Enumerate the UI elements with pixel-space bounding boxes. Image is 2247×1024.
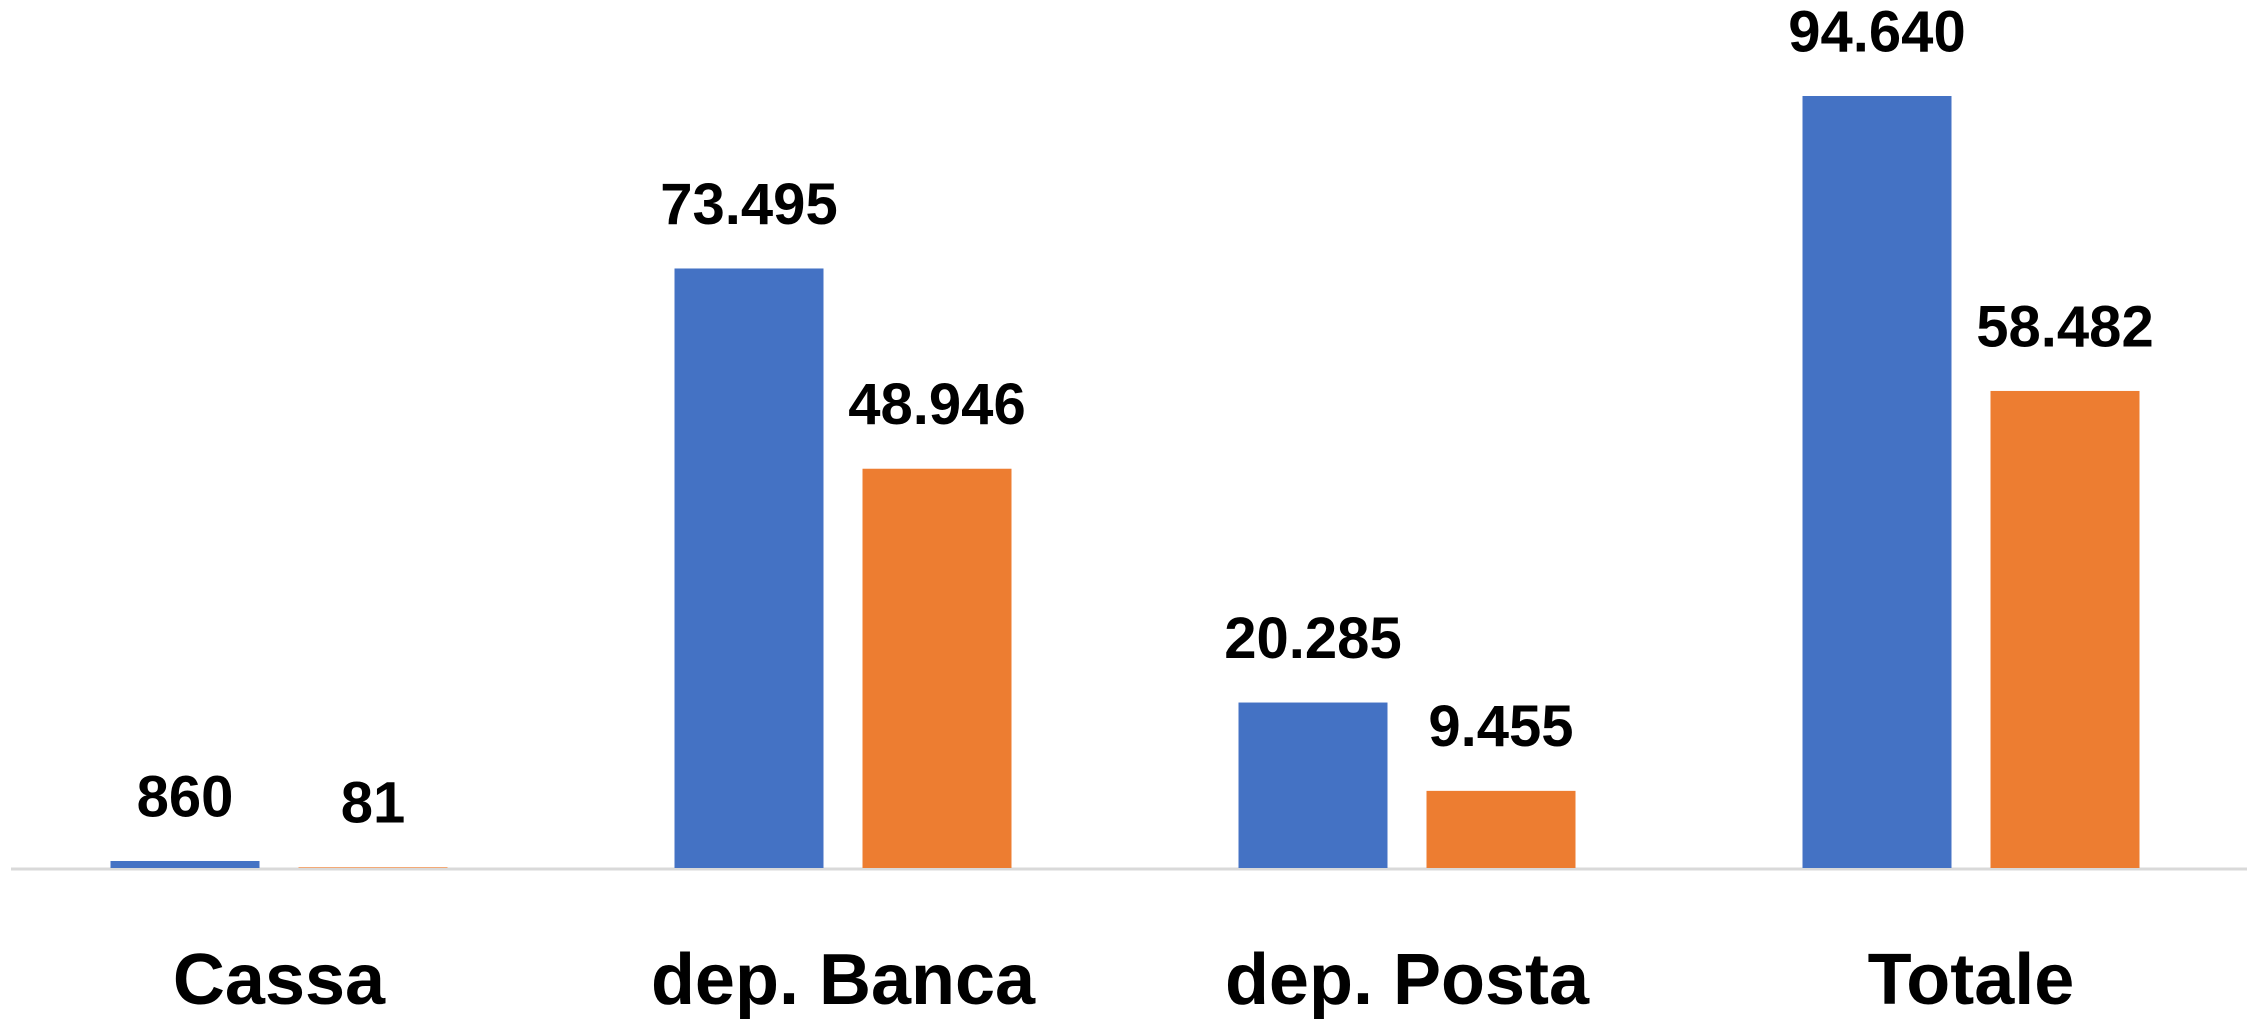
bar xyxy=(298,867,448,868)
bar xyxy=(862,468,1012,868)
value-label: 48.946 xyxy=(848,372,1025,437)
bar xyxy=(110,860,260,868)
value-label: 58.482 xyxy=(1976,294,2153,359)
value-label: 94.640 xyxy=(1788,0,1965,64)
bar xyxy=(1238,702,1388,868)
value-label: 9.455 xyxy=(1428,694,1573,759)
value-label: 73.495 xyxy=(660,172,837,237)
category-label: Cassa xyxy=(173,940,386,1020)
value-label: 20.285 xyxy=(1224,606,1401,671)
bar xyxy=(1426,790,1576,868)
bar xyxy=(1990,390,2140,868)
category-label: dep. Posta xyxy=(1225,940,1590,1020)
value-label: 81 xyxy=(341,771,406,836)
category-label: Totale xyxy=(1868,940,2075,1020)
bar xyxy=(674,268,824,868)
value-label: 860 xyxy=(137,764,234,829)
category-label: dep. Banca xyxy=(651,940,1036,1020)
bar xyxy=(1802,96,1952,868)
